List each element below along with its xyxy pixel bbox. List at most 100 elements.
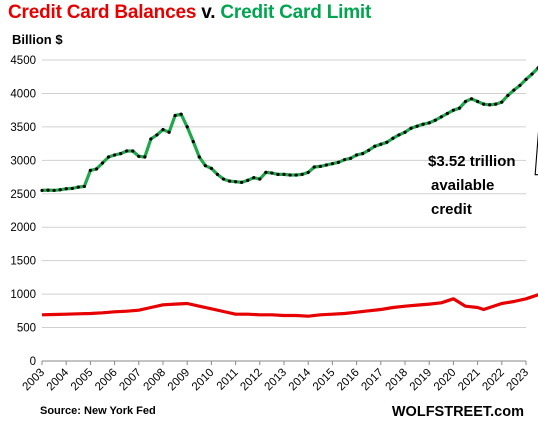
chart-title-balances: Credit Card Balances [8, 2, 197, 23]
data-point-credit-limit [530, 72, 534, 76]
data-point-credit-limit [106, 155, 111, 159]
x-axis-ticks: 2003200420052006200720082009201020112012… [21, 361, 532, 394]
data-point-credit-limit [252, 176, 256, 180]
data-point-credit-limit [324, 163, 328, 167]
y-tick-label: 3500 [10, 122, 36, 134]
data-point-credit-limit [197, 155, 201, 159]
data-point-credit-limit [173, 113, 177, 118]
data-point-credit-limit [415, 124, 419, 128]
x-tick-label: 2007 [117, 367, 144, 394]
data-point-credit-limit [421, 122, 425, 126]
y-tick-label: 2000 [10, 222, 36, 234]
data-point-credit-limit [482, 102, 486, 106]
data-point-credit-limit [451, 108, 455, 112]
x-tick-label: 2008 [142, 367, 169, 394]
chart-title-limit: Credit Card Limit [220, 2, 372, 23]
data-point-credit-limit [203, 164, 207, 168]
data-point-credit-limit [119, 152, 123, 156]
data-point-credit-limit [276, 172, 280, 176]
y-tick-label: 3000 [10, 155, 36, 167]
data-point-credit-limit [52, 188, 56, 193]
data-point-credit-limit [476, 99, 480, 104]
data-point-credit-limit [463, 99, 468, 104]
x-tick-label: 2014 [287, 366, 314, 393]
series-line-credit-balances [41, 293, 538, 318]
data-point-credit-limit [373, 144, 377, 148]
data-point-credit-limit [82, 184, 86, 189]
x-tick-label: 2011 [215, 367, 241, 393]
data-point-credit-limit [457, 106, 462, 110]
data-point-credit-limit [161, 127, 165, 132]
x-tick-label: 2021 [456, 367, 483, 394]
data-point-credit-limit [427, 121, 431, 125]
data-point-credit-limit [469, 97, 474, 101]
data-point-credit-limit [215, 172, 220, 176]
data-point-credit-limit [361, 152, 365, 156]
x-tick-label: 2015 [311, 367, 338, 394]
data-point-credit-limit [209, 166, 213, 170]
series-markers [40, 66, 538, 193]
data-point-credit-limit [143, 155, 147, 159]
data-point-credit-limit [409, 126, 413, 130]
data-point-credit-limit [94, 167, 99, 171]
data-point-credit-limit [318, 164, 322, 168]
data-point-credit-limit [155, 133, 159, 137]
data-point-credit-limit [385, 140, 389, 144]
data-point-credit-limit [494, 102, 498, 106]
data-point-credit-limit [179, 112, 183, 116]
data-point-credit-limit [131, 149, 135, 153]
data-point-credit-limit [167, 130, 171, 134]
x-tick-label: 2009 [166, 367, 193, 394]
annotation-arrow [534, 131, 538, 176]
y-tick-label: 1000 [10, 289, 36, 301]
x-tick-label: 2018 [384, 367, 411, 394]
y-tick-label: 0 [30, 356, 36, 368]
data-point-credit-limit [330, 162, 334, 166]
x-tick-label: 2003 [21, 367, 48, 394]
x-tick-label: 2019 [408, 367, 435, 394]
data-point-credit-limit [191, 140, 195, 144]
data-point-credit-limit [403, 130, 407, 134]
data-point-credit-limit [367, 148, 371, 152]
y-tick-label: 4500 [10, 55, 36, 67]
data-point-credit-limit [342, 158, 347, 162]
data-point-credit-limit [137, 154, 141, 158]
x-tick-label: 2016 [335, 367, 362, 394]
data-point-credit-limit [439, 115, 443, 119]
data-point-credit-limit [64, 187, 68, 191]
chart-title: Credit Card Balances v. Credit Card Limi… [8, 2, 371, 24]
annotation-line-2: available [431, 177, 494, 194]
data-point-credit-limit [227, 179, 232, 183]
x-tick-label: 2023 [505, 367, 532, 394]
data-point-credit-limit [391, 136, 395, 140]
y-axis-ticks: 0 500 1000 1500 2000 2500 3000 3500 4000 4500 [10, 55, 36, 368]
data-point-credit-limit [288, 173, 292, 177]
data-point-credit-limit [518, 83, 522, 88]
data-point-credit-limit [306, 170, 310, 174]
data-point-credit-limit [300, 172, 304, 176]
data-point-credit-limit [506, 93, 510, 98]
data-point-credit-limit [40, 188, 44, 193]
x-tick-label: 2012 [238, 367, 265, 394]
x-tick-label: 2017 [359, 367, 386, 394]
x-tick-label: 2010 [190, 367, 217, 394]
data-point-credit-limit [397, 133, 401, 137]
x-tick-label: 2006 [93, 367, 120, 394]
data-point-credit-limit [294, 173, 298, 177]
y-tick-label: 4000 [10, 88, 36, 100]
data-point-credit-limit [355, 153, 359, 157]
x-tick-label: 2005 [69, 367, 96, 394]
x-tick-label: 2020 [432, 367, 459, 394]
data-point-credit-limit [76, 185, 80, 189]
y-tick-label: 1500 [10, 256, 36, 268]
data-point-credit-limit [433, 118, 437, 122]
data-point-credit-limit [379, 142, 383, 146]
data-point-credit-limit [185, 125, 189, 129]
data-point-credit-limit [221, 177, 226, 181]
source-note: Source: New York Fed [40, 405, 156, 417]
brand-watermark: WOLFSTREET.com [392, 404, 524, 420]
data-point-credit-limit [234, 180, 238, 184]
annotation-line-3: credit [431, 201, 472, 218]
data-point-credit-limit [500, 100, 504, 104]
data-point-credit-limit [125, 149, 129, 153]
